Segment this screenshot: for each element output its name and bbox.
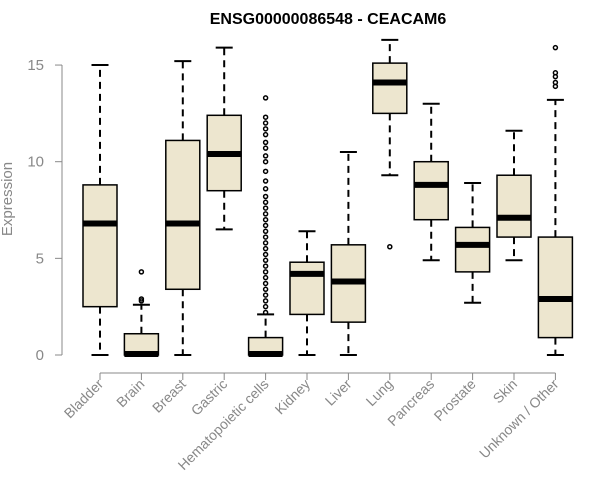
box-group: [413, 102, 449, 262]
outlier-point: [262, 95, 269, 101]
outlier-point: [262, 245, 269, 252]
x-tick-label: Breast: [149, 376, 189, 416]
y-tick-label: 5: [36, 250, 44, 267]
box-group: [289, 230, 325, 356]
x-tick-label: Liver: [322, 376, 355, 409]
box-group: [82, 64, 118, 356]
box-group: [496, 129, 532, 262]
y-axis-label: Expression: [0, 162, 16, 236]
outlier-point: [262, 251, 269, 258]
outlier-point: [262, 211, 269, 217]
outlier-point: [262, 193, 269, 200]
iqr-box: [289, 261, 325, 316]
box-group: [372, 38, 408, 250]
outlier-point: [262, 234, 269, 240]
x-tick-label: Lung: [363, 376, 396, 409]
outlier-point: [262, 303, 269, 310]
x-tick-label: Brain: [113, 376, 147, 410]
outlier-point: [262, 153, 269, 159]
outlier-point: [262, 145, 269, 151]
outlier-point: [262, 240, 269, 246]
box-group: [454, 181, 491, 304]
iqr-box: [454, 226, 491, 273]
outlier-point: [552, 79, 559, 86]
outlier-point: [262, 216, 269, 223]
x-tick-label: Kidney: [272, 376, 314, 418]
outlier-point: [552, 44, 559, 51]
box-group: [537, 44, 574, 356]
outlier-point: [138, 269, 145, 275]
outlier-point: [262, 280, 269, 287]
y-axis: 0 5 10 15: [27, 57, 63, 364]
outlier-point: [262, 186, 269, 192]
outlier-point: [262, 257, 269, 264]
outlier-point: [262, 114, 269, 120]
iqr-box: [413, 160, 449, 221]
y-tick-label: 10: [27, 154, 44, 171]
iqr-box: [82, 184, 118, 308]
box-group: [123, 269, 160, 358]
outlier-point: [262, 286, 269, 293]
outlier-point: [262, 228, 269, 235]
plot-area: [82, 38, 574, 358]
box-group: [330, 151, 367, 356]
iqr-box: [496, 174, 532, 238]
y-tick-label: 15: [27, 57, 44, 74]
outlier-point: [262, 269, 269, 275]
box-group: [206, 46, 242, 231]
outlier-point: [262, 309, 269, 316]
outlier-point: [262, 298, 269, 304]
x-tick-label: Unknown / Other: [476, 376, 562, 462]
outlier-point: [262, 178, 269, 184]
outlier-point: [262, 168, 269, 175]
outlier-point: [262, 199, 269, 206]
outlier-point: [138, 296, 145, 302]
x-tick-label: Skin: [490, 376, 521, 407]
outlier-point: [262, 120, 269, 126]
outlier-point: [262, 274, 269, 281]
outlier-point: [552, 70, 559, 76]
x-tick-label: Bladder: [61, 376, 107, 422]
x-tick-label: Prostate: [431, 376, 479, 424]
outlier-point: [262, 263, 269, 269]
iqr-box: [165, 139, 201, 291]
outlier-point: [262, 158, 269, 165]
outlier-point: [262, 139, 269, 146]
outlier-point: [262, 292, 269, 298]
outlier-point: [138, 298, 145, 304]
outlier-point: [262, 126, 269, 132]
box-group: [247, 95, 284, 358]
y-tick-label: 0: [36, 347, 44, 364]
box-group: [165, 60, 201, 356]
outlier-point: [262, 131, 269, 138]
outlier-point: [262, 205, 269, 211]
outlier-point: [387, 244, 393, 250]
outlier-point: [262, 222, 269, 229]
iqr-box: [372, 62, 408, 115]
iqr-box: [537, 236, 574, 339]
chart-title: ENSG00000086548 - CEACAM6: [210, 11, 447, 28]
